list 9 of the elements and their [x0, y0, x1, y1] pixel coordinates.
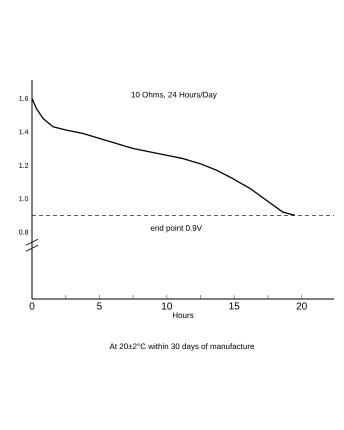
- ref-line-label: end point 0.9V: [150, 224, 202, 232]
- x-tick-label: 20: [296, 302, 307, 310]
- text: At 20±2°C within 30 days of manufacture: [110, 343, 254, 351]
- annotation: 10 Ohms, 24 Hours/Day: [132, 92, 217, 100]
- x-tick-label: 10: [162, 302, 172, 310]
- x-tick-label: 0: [30, 302, 34, 310]
- x-tick-label: 5: [97, 302, 102, 310]
- x-axis-title: Hours: [172, 312, 194, 318]
- x-tick-label: 15: [229, 302, 240, 310]
